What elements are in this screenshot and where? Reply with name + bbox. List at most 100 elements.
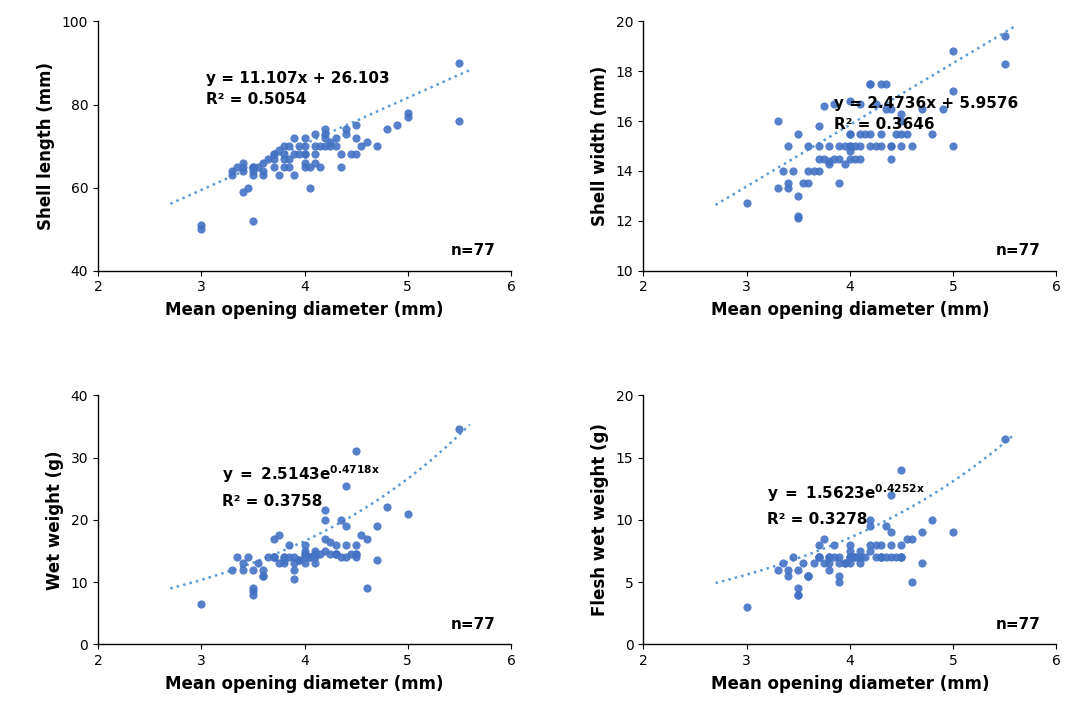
Point bbox=[799, 570, 817, 581]
Point bbox=[234, 157, 252, 168]
Point bbox=[878, 103, 895, 115]
Point bbox=[270, 170, 287, 181]
Point bbox=[852, 128, 869, 140]
Point bbox=[342, 149, 359, 160]
Point bbox=[790, 589, 807, 600]
Point bbox=[306, 157, 323, 168]
Point bbox=[270, 558, 287, 569]
Point bbox=[265, 149, 282, 160]
Point bbox=[882, 551, 900, 563]
Point bbox=[841, 153, 858, 164]
Point bbox=[244, 583, 261, 594]
Point bbox=[836, 558, 854, 569]
Point bbox=[332, 149, 350, 160]
Point bbox=[249, 161, 267, 173]
Point bbox=[872, 551, 890, 563]
Point bbox=[451, 424, 468, 435]
Point bbox=[270, 530, 287, 541]
Point bbox=[779, 183, 796, 194]
Point bbox=[240, 182, 257, 193]
Point bbox=[296, 548, 314, 560]
Point bbox=[944, 46, 962, 57]
Point bbox=[790, 583, 807, 594]
Point bbox=[255, 564, 272, 576]
Point bbox=[311, 140, 329, 152]
Point bbox=[799, 140, 817, 152]
Point bbox=[893, 464, 910, 475]
Point bbox=[301, 182, 318, 193]
Point bbox=[841, 551, 858, 563]
Point bbox=[996, 31, 1014, 42]
Point bbox=[852, 546, 869, 557]
Point bbox=[923, 128, 941, 140]
Point bbox=[903, 140, 920, 152]
Point bbox=[857, 128, 874, 140]
Point bbox=[882, 489, 900, 500]
Point bbox=[296, 539, 314, 551]
Point bbox=[996, 58, 1014, 69]
Point bbox=[321, 548, 339, 560]
Point bbox=[903, 533, 920, 544]
Point bbox=[923, 514, 941, 526]
Point bbox=[779, 178, 796, 189]
Point bbox=[872, 551, 890, 563]
Point bbox=[820, 158, 837, 169]
Point bbox=[451, 115, 468, 127]
Point bbox=[306, 548, 323, 560]
Point bbox=[338, 539, 355, 551]
Point bbox=[317, 132, 334, 143]
Text: n=77: n=77 bbox=[996, 243, 1041, 258]
Point bbox=[841, 128, 858, 140]
Point bbox=[831, 570, 848, 581]
Point bbox=[327, 140, 344, 152]
Point bbox=[306, 140, 323, 152]
Point bbox=[805, 558, 822, 569]
Point bbox=[229, 551, 246, 563]
Point bbox=[327, 548, 344, 560]
Point bbox=[234, 564, 252, 576]
Point bbox=[836, 558, 854, 569]
Point bbox=[291, 555, 308, 566]
Point bbox=[872, 78, 890, 90]
Text: $\mathbf{y\ =\ 2.5143e^{0.4718x}}$: $\mathbf{y\ =\ 2.5143e^{0.4718x}}$ bbox=[222, 464, 380, 485]
Point bbox=[861, 546, 879, 557]
Point bbox=[285, 132, 303, 143]
Text: n=77: n=77 bbox=[451, 243, 495, 258]
Point bbox=[255, 570, 272, 581]
Point bbox=[265, 161, 282, 173]
Point bbox=[878, 78, 895, 90]
Point bbox=[223, 564, 241, 576]
Point bbox=[790, 210, 807, 221]
Point bbox=[347, 548, 365, 560]
Point bbox=[893, 115, 910, 127]
Point bbox=[810, 551, 828, 563]
Point bbox=[852, 558, 869, 569]
Point bbox=[944, 526, 962, 538]
Point bbox=[867, 98, 884, 110]
Point bbox=[831, 153, 848, 164]
Point bbox=[893, 551, 910, 563]
Point bbox=[276, 551, 293, 563]
Point bbox=[784, 165, 802, 177]
Point bbox=[244, 165, 261, 177]
Point bbox=[280, 539, 297, 551]
Point bbox=[306, 128, 323, 140]
Point bbox=[882, 103, 900, 115]
Point bbox=[399, 111, 416, 122]
Point bbox=[296, 149, 314, 160]
Point bbox=[379, 502, 396, 513]
Text: n=77: n=77 bbox=[451, 617, 495, 632]
Point bbox=[368, 140, 386, 152]
Point bbox=[944, 85, 962, 97]
Point bbox=[291, 149, 308, 160]
Point bbox=[311, 161, 329, 173]
Point bbox=[857, 551, 874, 563]
Point bbox=[280, 551, 297, 563]
Point bbox=[846, 551, 864, 563]
Point bbox=[888, 128, 905, 140]
Point bbox=[347, 149, 365, 160]
Point bbox=[882, 140, 900, 152]
Point bbox=[825, 98, 843, 110]
Point bbox=[831, 178, 848, 189]
Point bbox=[790, 213, 807, 224]
